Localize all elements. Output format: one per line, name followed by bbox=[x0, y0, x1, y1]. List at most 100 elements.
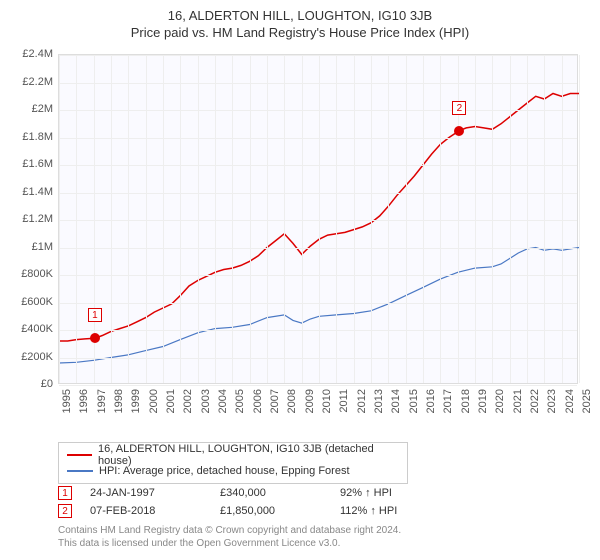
x-tick-label: 2010 bbox=[321, 389, 333, 419]
gridline-v bbox=[475, 55, 476, 383]
x-tick-label: 2016 bbox=[425, 389, 437, 419]
x-tick-label: 2021 bbox=[512, 389, 524, 419]
gridline-h bbox=[59, 358, 577, 359]
x-tick-label: 2015 bbox=[408, 389, 420, 419]
gridline-v bbox=[562, 55, 563, 383]
y-tick-label: £2M bbox=[5, 103, 53, 115]
x-tick-label: 2003 bbox=[200, 389, 212, 419]
gridline-v bbox=[510, 55, 511, 383]
y-tick-label: £1.8M bbox=[5, 131, 53, 143]
x-tick-label: 2025 bbox=[581, 389, 593, 419]
gridline-h bbox=[59, 55, 577, 56]
x-tick-label: 2007 bbox=[269, 389, 281, 419]
txn-price-2: £1,850,000 bbox=[220, 505, 340, 517]
x-tick-label: 2001 bbox=[165, 389, 177, 419]
gridline-v bbox=[440, 55, 441, 383]
y-tick-label: £0 bbox=[5, 378, 53, 390]
transaction-marker-1: 1 bbox=[88, 308, 102, 322]
txn-row-2: 2 07-FEB-2018 £1,850,000 112% ↑ HPI bbox=[58, 502, 440, 520]
gridline-h bbox=[59, 303, 577, 304]
gridline-v bbox=[544, 55, 545, 383]
x-tick-label: 1995 bbox=[61, 389, 73, 419]
x-tick-label: 2019 bbox=[477, 389, 489, 419]
y-tick-label: £800K bbox=[5, 268, 53, 280]
gridline-v bbox=[354, 55, 355, 383]
gridline-v bbox=[232, 55, 233, 383]
y-tick-label: £2.2M bbox=[5, 76, 53, 88]
transaction-marker-2: 2 bbox=[452, 101, 466, 115]
y-tick-label: £200K bbox=[5, 351, 53, 363]
x-tick-label: 2002 bbox=[182, 389, 194, 419]
footer-line-2: This data is licensed under the Open Gov… bbox=[58, 537, 401, 550]
gridline-h bbox=[59, 385, 577, 386]
y-tick-label: £400K bbox=[5, 323, 53, 335]
txn-row-1: 1 24-JAN-1997 £340,000 92% ↑ HPI bbox=[58, 484, 440, 502]
gridline-v bbox=[59, 55, 60, 383]
gridline-h bbox=[59, 138, 577, 139]
gridline-h bbox=[59, 110, 577, 111]
gridline-v bbox=[302, 55, 303, 383]
chart-subtitle: Price paid vs. HM Land Registry's House … bbox=[0, 23, 600, 40]
x-tick-label: 2005 bbox=[234, 389, 246, 419]
y-tick-label: £600K bbox=[5, 296, 53, 308]
gridline-v bbox=[146, 55, 147, 383]
transaction-dot-1 bbox=[90, 333, 100, 343]
x-tick-label: 1998 bbox=[113, 389, 125, 419]
plot: £0£200K£400K£600K£800K£1M£1.2M£1.4M£1.6M… bbox=[58, 54, 578, 384]
txn-date-2: 07-FEB-2018 bbox=[90, 505, 220, 517]
y-tick-label: £1.4M bbox=[5, 186, 53, 198]
gridline-v bbox=[319, 55, 320, 383]
gridline-v bbox=[198, 55, 199, 383]
x-tick-label: 2024 bbox=[564, 389, 576, 419]
gridline-h bbox=[59, 83, 577, 84]
x-tick-label: 2017 bbox=[442, 389, 454, 419]
legend-label-1: 16, ALDERTON HILL, LOUGHTON, IG10 3JB (d… bbox=[98, 443, 399, 467]
gridline-v bbox=[111, 55, 112, 383]
gridline-v bbox=[215, 55, 216, 383]
gridline-v bbox=[128, 55, 129, 383]
gridline-v bbox=[388, 55, 389, 383]
y-tick-label: £2.4M bbox=[5, 48, 53, 60]
txn-marker-1: 1 bbox=[58, 486, 72, 500]
legend-row-1: 16, ALDERTON HILL, LOUGHTON, IG10 3JB (d… bbox=[67, 447, 399, 463]
y-tick-label: £1.2M bbox=[5, 213, 53, 225]
gridline-v bbox=[284, 55, 285, 383]
x-tick-label: 2011 bbox=[338, 389, 350, 419]
x-tick-label: 2006 bbox=[252, 389, 264, 419]
transaction-dot-2 bbox=[454, 126, 464, 136]
gridline-v bbox=[250, 55, 251, 383]
footer-line-1: Contains HM Land Registry data © Crown c… bbox=[58, 524, 401, 537]
footer-attribution: Contains HM Land Registry data © Crown c… bbox=[58, 524, 401, 550]
x-tick-label: 2000 bbox=[148, 389, 160, 419]
legend-label-2: HPI: Average price, detached house, Eppi… bbox=[99, 465, 350, 477]
gridline-h bbox=[59, 275, 577, 276]
x-tick-label: 2012 bbox=[356, 389, 368, 419]
legend-row-2: HPI: Average price, detached house, Eppi… bbox=[67, 463, 399, 479]
gridline-v bbox=[180, 55, 181, 383]
gridline-v bbox=[163, 55, 164, 383]
page-container: 16, ALDERTON HILL, LOUGHTON, IG10 3JB Pr… bbox=[0, 0, 600, 560]
txn-date-1: 24-JAN-1997 bbox=[90, 487, 220, 499]
x-tick-label: 2020 bbox=[494, 389, 506, 419]
x-tick-label: 1999 bbox=[130, 389, 142, 419]
gridline-v bbox=[406, 55, 407, 383]
gridline-v bbox=[492, 55, 493, 383]
gridline-h bbox=[59, 193, 577, 194]
x-tick-label: 2014 bbox=[390, 389, 402, 419]
chart-title: 16, ALDERTON HILL, LOUGHTON, IG10 3JB bbox=[0, 0, 600, 23]
x-tick-label: 2022 bbox=[529, 389, 541, 419]
x-tick-label: 1997 bbox=[96, 389, 108, 419]
gridline-h bbox=[59, 330, 577, 331]
x-tick-label: 1996 bbox=[78, 389, 90, 419]
gridline-h bbox=[59, 220, 577, 221]
x-tick-label: 2018 bbox=[460, 389, 472, 419]
gridline-h bbox=[59, 248, 577, 249]
gridline-v bbox=[579, 55, 580, 383]
txn-hpi-2: 112% ↑ HPI bbox=[340, 505, 440, 517]
y-tick-label: £1.6M bbox=[5, 158, 53, 170]
gridline-v bbox=[527, 55, 528, 383]
legend-swatch-1 bbox=[67, 454, 92, 456]
gridline-v bbox=[267, 55, 268, 383]
txn-marker-2: 2 bbox=[58, 504, 72, 518]
gridline-v bbox=[336, 55, 337, 383]
